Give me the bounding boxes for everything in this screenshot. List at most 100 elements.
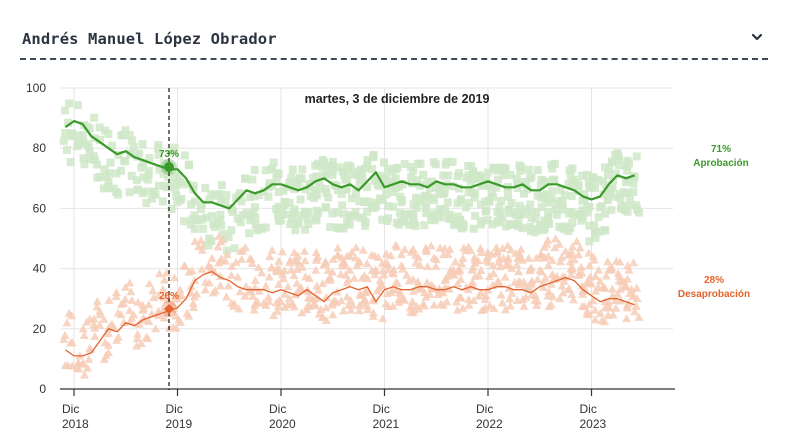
poll-point-disapprove [591,286,601,295]
poll-point-disapprove [153,291,163,300]
poll-point-approve [391,183,400,192]
poll-point-disapprove [381,258,391,267]
poll-point-disapprove [408,245,418,254]
poll-point-disapprove [543,251,553,260]
poll-point-disapprove [347,247,357,256]
poll-point-approve [90,113,99,122]
poll-point-disapprove [559,276,569,285]
chevron-down-icon[interactable] [750,30,764,44]
poll-point-disapprove [422,262,432,271]
poll-point-approve [477,217,486,226]
poll-point-approve [416,159,425,168]
poll-point-disapprove [213,242,223,251]
poll-point-approve [162,183,171,192]
poll-point-approve [395,209,404,218]
poll-point-disapprove [407,297,417,306]
poll-point-approve [174,180,183,189]
poll-point-disapprove [250,276,260,285]
x-tick-year: 2023 [580,417,607,431]
poll-point-disapprove [631,301,641,310]
poll-point-approve [443,198,452,207]
poll-point-approve [347,194,356,203]
poll-point-approve [580,190,589,199]
poll-point-disapprove [595,276,605,285]
poll-point-disapprove [541,273,551,282]
poll-point-disapprove [267,245,277,254]
poll-point-disapprove [357,273,367,282]
poll-point-approve [142,198,151,207]
poll-point-approve [276,216,285,225]
poll-point-disapprove [624,265,634,274]
poll-point-approve [246,216,255,225]
poll-point-disapprove [210,286,220,295]
poll-point-disapprove [524,253,534,262]
poll-point-disapprove [120,294,130,303]
poll-point-approve [425,183,434,192]
poll-point-disapprove [90,331,100,340]
poll-point-disapprove [621,281,631,290]
poll-point-approve [324,193,333,202]
poll-point-approve [352,189,361,198]
poll-point-disapprove [519,301,529,310]
poll-point-disapprove [362,301,372,310]
poll-point-disapprove [371,265,381,274]
poll-point-approve [400,218,409,227]
poll-point-disapprove [604,303,614,312]
poll-point-disapprove [454,292,464,301]
poll-point-approve [453,172,462,181]
poll-point-approve [219,230,228,239]
poll-point-approve [274,209,283,218]
poll-point-approve [138,189,147,198]
poll-point-disapprove [312,293,322,302]
poll-point-disapprove [493,246,503,255]
poll-point-approve [413,176,422,185]
poll-point-approve [513,179,522,188]
poll-point-approve [61,129,70,138]
poll-point-approve [481,207,490,216]
poll-point-approve [416,197,425,206]
poll-point-disapprove [468,262,478,271]
poll-point-disapprove [429,300,439,309]
poll-point-approve [180,151,189,160]
poll-point-disapprove [456,274,466,283]
poll-point-approve [343,184,352,193]
poll-point-approve [551,205,560,214]
poll-point-disapprove [533,296,543,305]
poll-point-disapprove [634,312,644,321]
poll-point-approve [518,224,527,233]
poll-point-approve [355,181,364,190]
poll-point-approve [129,142,138,151]
poll-point-approve [293,182,302,191]
poll-point-disapprove [578,286,588,295]
poll-point-disapprove [453,279,463,288]
poll-point-disapprove [90,323,100,332]
poll-point-approve [119,130,128,139]
poll-point-disapprove [74,364,84,373]
poll-point-approve [216,197,225,206]
poll-point-approve [328,209,337,218]
poll-point-approve [624,176,633,185]
poll-point-approve [68,132,77,141]
poll-point-approve [160,159,169,168]
poll-point-approve [544,208,553,217]
poll-point-approve [570,211,579,220]
poll-point-approve [350,211,359,220]
poll-point-approve [187,220,196,229]
poll-point-approve [497,196,506,205]
poll-point-disapprove [333,243,343,252]
poll-point-approve [381,172,390,181]
poll-point-approve [557,200,566,209]
poll-point-approve [578,171,587,180]
poll-point-approve [439,171,448,180]
poll-point-approve [515,210,524,219]
poll-point-approve [469,224,478,233]
poll-point-approve [384,202,393,211]
poll-point-approve [301,185,310,194]
poll-point-approve [154,181,163,190]
poll-point-disapprove [603,257,613,266]
poll-point-approve [585,237,594,246]
poll-point-approve [205,195,214,204]
poll-point-disapprove [252,297,262,306]
poll-point-approve [382,190,391,199]
